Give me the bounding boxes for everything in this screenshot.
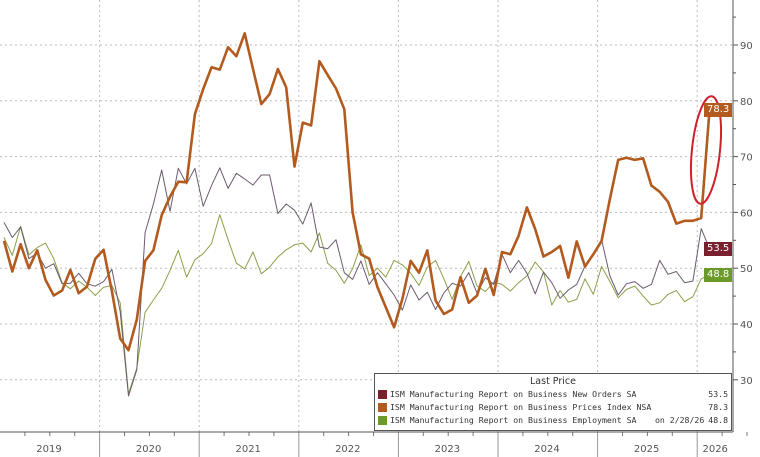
x-tick-label: 2023 xyxy=(435,444,460,455)
annotation-ellipse xyxy=(689,95,723,205)
series-line-prices xyxy=(2,31,711,352)
last-value-tag-new-orders: 53.5 xyxy=(704,241,733,256)
y-tick-label: 70 xyxy=(740,153,753,164)
y-tick-label: 30 xyxy=(740,376,753,387)
y-tick-label: 40 xyxy=(740,320,753,331)
last-value-tag-prices: 78.3 xyxy=(704,103,733,118)
x-tick-label: 2021 xyxy=(235,444,260,455)
x-tick-label: 2020 xyxy=(136,444,161,455)
x-tick-label: 2026 xyxy=(702,444,727,455)
legend-swatch xyxy=(378,390,387,399)
series-line-employment xyxy=(3,214,710,395)
legend-swatch xyxy=(378,416,387,425)
legend-item-employment: ISM Manufacturing Report on Business Emp… xyxy=(375,414,731,427)
legend-item-prices: ISM Manufacturing Report on Business Pri… xyxy=(375,401,731,414)
y-tick-label: 90 xyxy=(740,41,753,52)
x-tick-label: 2024 xyxy=(534,444,559,455)
y-tick-label: 60 xyxy=(740,208,753,219)
x-tick-label: 2019 xyxy=(36,444,61,455)
legend-item-new-orders: ISM Manufacturing Report on Business New… xyxy=(375,388,731,401)
last-value-tag-employment: 48.8 xyxy=(704,267,733,282)
legend: Last Price ISM Manufacturing Report on B… xyxy=(374,373,732,431)
x-tick-label: 2022 xyxy=(335,444,360,455)
legend-swatch xyxy=(378,403,387,412)
y-tick-label: 50 xyxy=(740,264,753,275)
x-tick-label: 2025 xyxy=(634,444,659,455)
legend-title: Last Price xyxy=(530,376,576,387)
legend-date: on 2/28/26 xyxy=(654,415,705,425)
y-tick-label: 80 xyxy=(740,97,753,108)
